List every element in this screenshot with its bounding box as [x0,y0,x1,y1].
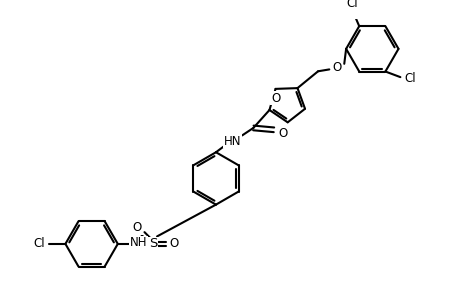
Text: Cl: Cl [345,0,357,10]
Text: O: O [169,237,178,250]
Text: O: O [133,221,142,235]
Text: O: O [270,92,280,105]
Text: O: O [331,61,341,74]
Text: Cl: Cl [403,73,414,85]
Text: Cl: Cl [34,237,45,250]
Text: O: O [278,127,287,140]
Text: HN: HN [224,134,241,148]
Text: S: S [149,237,157,250]
Text: NH: NH [129,236,147,250]
